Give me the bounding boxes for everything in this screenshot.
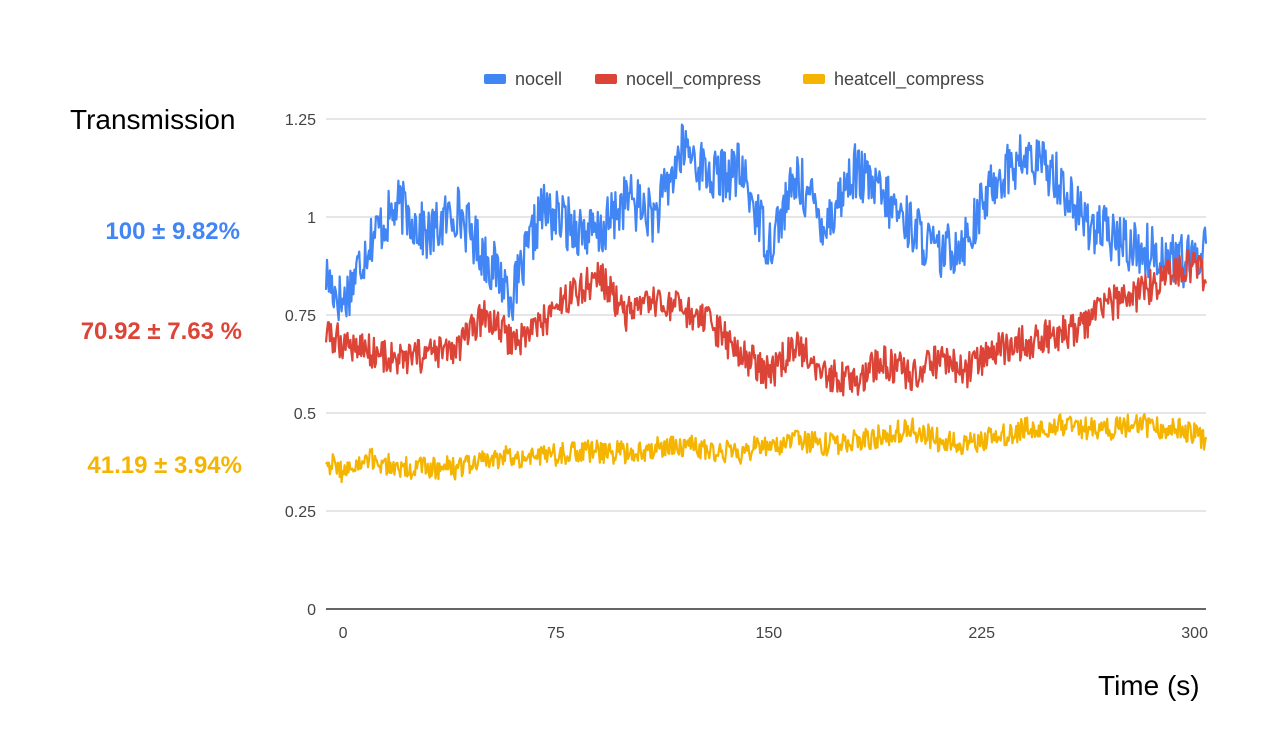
x-tick-label: 225 [968,625,995,642]
y-axis-label: Transmission [70,104,236,135]
y-tick-label: 0.75 [285,308,316,325]
legend-swatch-nocell-compress [595,74,617,84]
x-axis-label: Time (s) [1098,670,1200,701]
legend-label-nocell: nocell [515,69,562,89]
y-tick-label: 0.5 [294,406,316,423]
y-axis-ticks: 0 0.25 0.5 0.75 1 1.25 [285,112,316,619]
legend-swatch-heatcell-compress [803,74,825,84]
y-tick-label: 0 [307,602,316,619]
series-line-nocell [324,123,1208,322]
chart-legend: nocell nocell_compress heatcell_compress [484,69,984,90]
stat-heatcell-compress: 41.19 ± 3.94% [87,452,242,479]
stat-nocell-compress: 70.92 ± 7.63 % [80,318,242,345]
y-tick-label: 1.25 [285,112,316,129]
y-tick-label: 0.25 [285,504,316,521]
stat-nocell: 100 ± 9.82% [105,218,240,245]
series-line-heatcell-compress [325,413,1208,484]
x-tick-label: 150 [755,625,782,642]
legend-swatch-nocell [484,74,506,84]
series-lines [324,123,1208,484]
x-axis-ticks: 0 75 150 225 300 [339,625,1209,642]
x-tick-label: 300 [1181,625,1208,642]
legend-label-heatcell-compress: heatcell_compress [834,69,984,90]
x-tick-label: 0 [339,625,348,642]
legend-label-nocell-compress: nocell_compress [626,69,761,90]
x-tick-label: 75 [547,625,565,642]
y-tick-label: 1 [307,210,316,227]
series-line-nocell-compress [324,249,1208,397]
